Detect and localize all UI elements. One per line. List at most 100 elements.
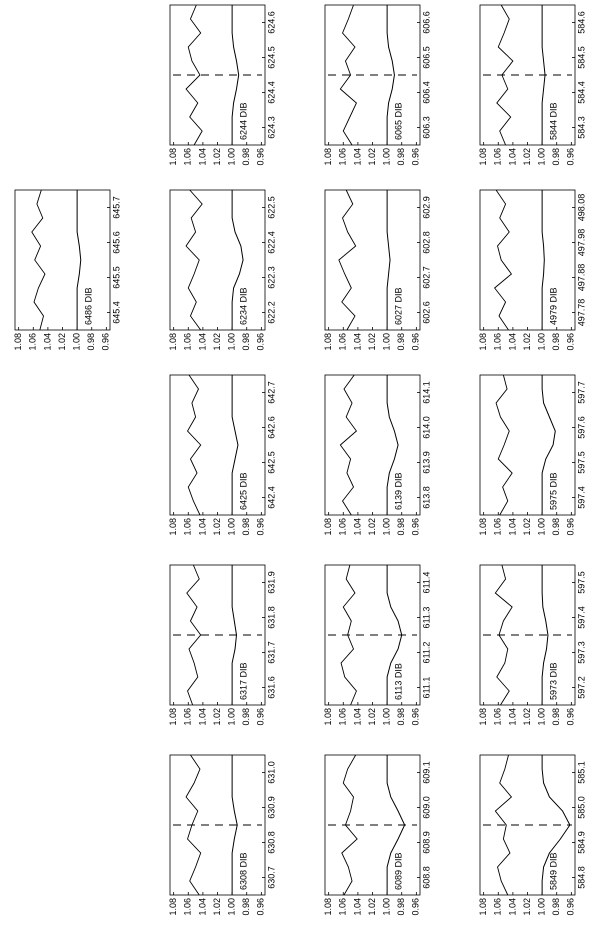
x-tick-label: 608.8	[421, 866, 431, 889]
y-tick-label: 1.00	[536, 518, 546, 536]
x-tick-label: 497.88	[576, 264, 586, 292]
x-tick-label: 584.6	[576, 11, 586, 34]
y-tick-label: 1.00	[226, 518, 236, 536]
y-tick-label: 1.06	[183, 708, 193, 726]
x-tick-label: 631.0	[266, 761, 276, 784]
y-tick-label: 1.04	[507, 898, 517, 916]
x-tick-label: 584.4	[576, 81, 586, 104]
y-tick-label: 0.96	[256, 148, 266, 166]
spectrum-line	[340, 564, 357, 706]
y-tick-label: 1.02	[367, 708, 377, 726]
y-tick-label: 1.08	[323, 333, 333, 351]
spectrum-line	[185, 4, 203, 146]
model-line	[386, 565, 403, 705]
panel-frame	[324, 374, 421, 516]
x-tick-label: 645.5	[111, 266, 121, 289]
y-tick-label: 1.06	[183, 333, 193, 351]
y-tick-label: 0.98	[551, 148, 561, 166]
y-tick-label: 1.06	[338, 898, 348, 916]
y-tick-label: 0.96	[566, 333, 576, 351]
spectrum-line	[185, 754, 202, 896]
spectrum-line	[185, 189, 203, 331]
y-tick-label: 0.96	[411, 333, 421, 351]
x-tick-label: 597.7	[576, 381, 586, 404]
y-tick-label: 1.06	[493, 708, 503, 726]
y-tick-label: 0.96	[101, 333, 111, 351]
model-line	[386, 755, 406, 895]
y-tick-label: 1.08	[168, 708, 178, 726]
panel-label: 6308 DIB	[238, 852, 248, 890]
y-tick-label: 0.96	[411, 898, 421, 916]
panel-label: 6234 DIB	[238, 287, 248, 325]
x-tick-label: 622.4	[266, 231, 276, 254]
panel-label: 6089 DIB	[393, 852, 403, 890]
x-tick-label: 630.7	[266, 866, 276, 889]
x-tick-label: 642.7	[266, 381, 276, 404]
panel-label: 5975 DIB	[548, 472, 558, 510]
x-tick-label: 585.0	[576, 796, 586, 819]
x-tick-label: 608.9	[421, 831, 431, 854]
x-tick-label: 624.6	[266, 11, 276, 34]
y-tick-label: 1.00	[381, 898, 391, 916]
y-tick-label: 1.06	[493, 898, 503, 916]
y-tick-label: 0.96	[256, 333, 266, 351]
panel-label: 6244 DIB	[238, 102, 248, 140]
x-tick-label: 597.4	[576, 486, 586, 509]
spectrum-line	[339, 4, 357, 146]
model-line	[386, 5, 395, 145]
model-line	[386, 375, 399, 515]
model-line	[386, 190, 391, 330]
y-tick-label: 1.00	[536, 333, 546, 351]
y-tick-label: 1.02	[522, 333, 532, 351]
panel-label: 6139 DIB	[393, 472, 403, 510]
x-tick-label: 645.6	[111, 231, 121, 254]
x-tick-label: 611.2	[421, 642, 431, 664]
spectrum-line	[493, 189, 513, 331]
y-tick-label: 1.00	[226, 333, 236, 351]
panel-label: 6486 DIB	[83, 287, 93, 325]
x-tick-label: 631.8	[266, 606, 276, 629]
y-tick-label: 1.04	[197, 148, 207, 166]
y-tick-label: 1.00	[536, 148, 546, 166]
panel-label: 4979 DIB	[548, 287, 558, 325]
spectrum-line	[338, 189, 357, 331]
y-tick-label: 0.96	[566, 518, 576, 536]
y-tick-label: 1.00	[226, 708, 236, 726]
x-tick-label: 622.5	[266, 196, 276, 219]
x-tick-label: 631.7	[266, 641, 276, 664]
y-tick-label: 1.04	[352, 333, 362, 351]
panel-frame	[169, 374, 266, 516]
x-tick-label: 597.2	[576, 676, 586, 699]
model-line	[76, 190, 82, 330]
model-line	[231, 375, 239, 515]
y-tick-label: 1.00	[536, 898, 546, 916]
spectrum-line	[31, 189, 46, 331]
x-tick-label: 606.4	[421, 81, 431, 104]
x-tick-label: 642.6	[266, 416, 276, 439]
panel-label: 5973 DIB	[548, 662, 558, 700]
y-tick-label: 1.08	[478, 333, 488, 351]
x-tick-label: 624.4	[266, 81, 276, 104]
y-tick-label: 0.96	[411, 708, 421, 726]
x-tick-label: 630.9	[266, 796, 276, 819]
y-tick-label: 0.96	[411, 518, 421, 536]
x-tick-label: 613.8	[421, 486, 431, 509]
y-tick-label: 0.96	[566, 708, 576, 726]
y-tick-label: 1.08	[168, 148, 178, 166]
y-tick-label: 1.02	[57, 333, 67, 351]
y-tick-label: 1.04	[507, 333, 517, 351]
y-tick-label: 1.06	[28, 333, 38, 351]
x-tick-label: 614.0	[421, 416, 431, 439]
y-tick-label: 1.08	[323, 148, 333, 166]
x-tick-label: 622.2	[266, 301, 276, 324]
x-tick-label: 497.78	[576, 299, 586, 327]
y-tick-label: 1.06	[338, 333, 348, 351]
y-tick-label: 1.04	[197, 518, 207, 536]
x-tick-label: 597.3	[576, 641, 586, 664]
model-line	[231, 5, 240, 145]
y-tick-label: 1.06	[338, 708, 348, 726]
y-tick-label: 1.08	[478, 518, 488, 536]
y-tick-label: 1.00	[381, 148, 391, 166]
y-tick-label: 1.08	[323, 518, 333, 536]
